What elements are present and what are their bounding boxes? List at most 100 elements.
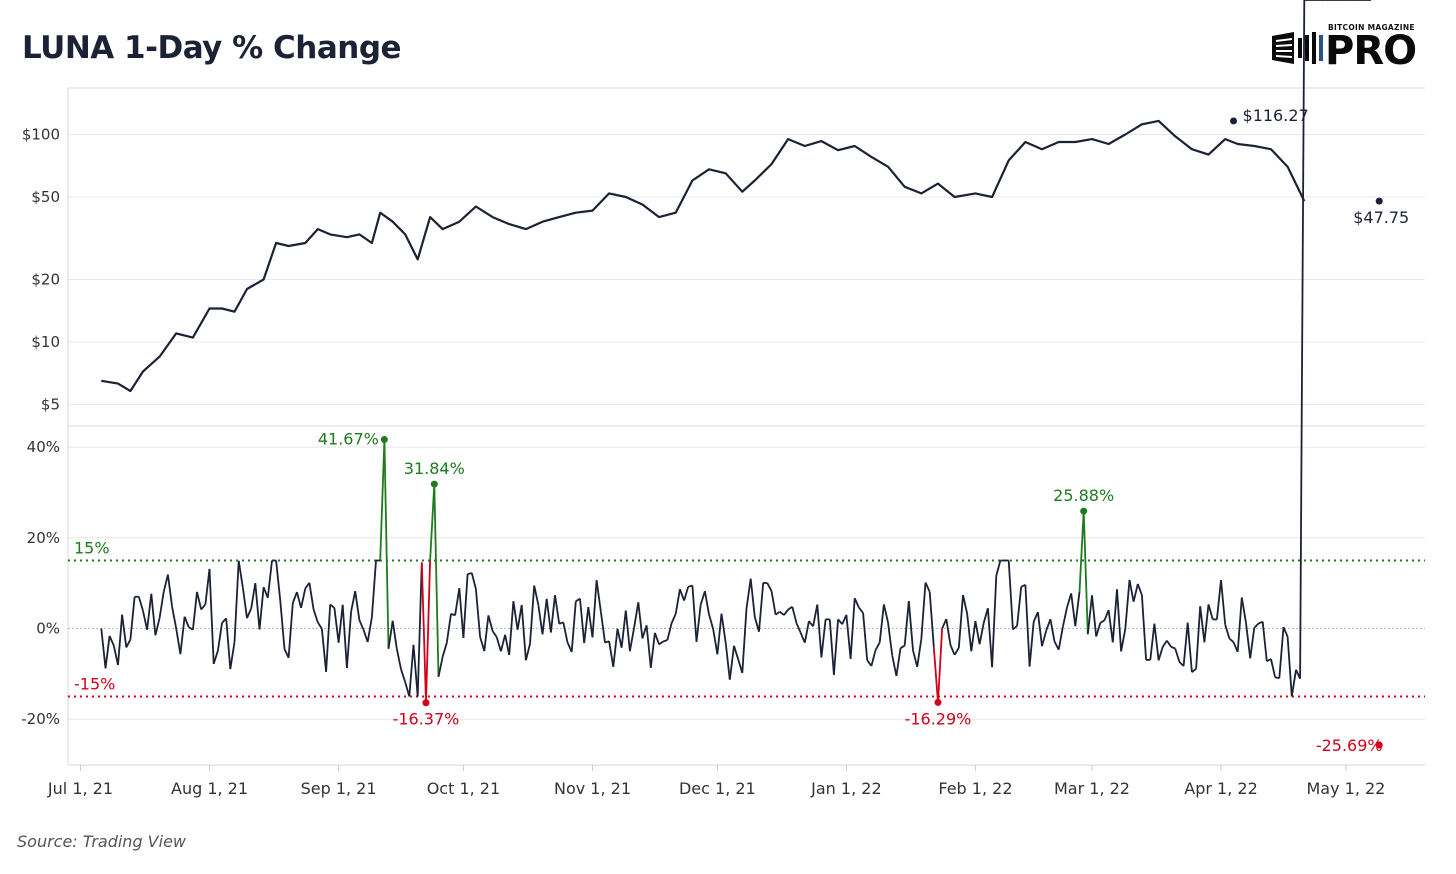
pct-series-segment <box>724 642 731 680</box>
pct-series-segment <box>1053 641 1060 651</box>
pct-series-segment <box>828 619 835 675</box>
pct-series-segment <box>883 604 889 623</box>
pct-series-segment <box>1037 611 1043 647</box>
pct-series-segment <box>1270 658 1276 678</box>
pct-series-segment <box>624 610 631 652</box>
pct-series-segment <box>312 609 319 623</box>
pct-series-segment <box>1016 586 1023 626</box>
pct-series-segment <box>266 560 273 598</box>
pct-series-segment <box>296 591 302 609</box>
pct-series-segment <box>1082 511 1089 635</box>
pct-series-segment <box>1024 584 1031 667</box>
pct-series-segment <box>400 668 407 683</box>
pct-extreme-marker <box>1080 507 1088 515</box>
pct-series-segment <box>1195 606 1202 669</box>
pct-series-segment <box>712 629 719 655</box>
pct-series-segment <box>645 625 652 668</box>
pct-series-segment <box>495 636 502 652</box>
pct-series-segment <box>900 644 906 650</box>
pct-series-segment <box>346 611 352 669</box>
pct-series-segment <box>550 595 556 633</box>
pct-series-segment <box>770 590 777 615</box>
pct-series-segment <box>125 639 132 648</box>
pct-series-segment <box>529 585 536 644</box>
pct-series-segment <box>171 606 178 629</box>
pct-series-segment <box>570 601 577 652</box>
pct-series-segment <box>1141 595 1147 661</box>
pct-series-segment <box>212 650 219 665</box>
pct-extreme-marker <box>1375 741 1383 749</box>
price-series-line <box>101 119 1306 393</box>
pct-series-segment <box>870 649 877 667</box>
pct-series-segment <box>978 622 985 645</box>
pct-series-segment <box>183 616 190 628</box>
pct-series-segment <box>803 621 810 643</box>
price-tick-label: $5 <box>41 395 60 413</box>
pct-tick-label: 40% <box>27 438 60 456</box>
pct-extreme-marker <box>380 435 388 443</box>
pct-series-segment <box>504 634 511 656</box>
pct-series-segment <box>117 614 123 666</box>
pct-extreme-label: 25.88% <box>1053 486 1114 505</box>
price-tick-label: $100 <box>22 126 60 144</box>
pct-series-segment <box>366 616 373 643</box>
pct-series-segment <box>491 630 498 638</box>
pct-series-segment <box>924 582 931 593</box>
pct-series-segment <box>350 590 357 612</box>
pct-series-segment <box>1249 627 1256 659</box>
pct-series-segment <box>395 648 402 670</box>
source-note: Source: Trading View <box>17 832 186 851</box>
pct-series-segment <box>928 591 935 648</box>
pct-series-segment <box>146 593 153 630</box>
pct-series-segment <box>953 647 960 656</box>
pct-series-segment <box>962 594 968 614</box>
pct-series-segment <box>204 568 211 605</box>
pct-series-segment <box>420 562 427 703</box>
pct-series-segment <box>100 628 107 669</box>
pct-series-segment <box>1086 595 1093 635</box>
pct-series-segment <box>1078 511 1085 592</box>
pct-series-segment <box>425 560 431 703</box>
pct-series-segment <box>799 632 806 644</box>
pct-series-segment <box>112 645 119 666</box>
x-tick-label: Aug 1, 21 <box>171 779 248 798</box>
pct-series-segment <box>708 614 715 630</box>
pct-change-panel: -20% 0% 20% 40% 15% -15% 41.67% 31.84% -16.37% -1… <box>21 0 1425 755</box>
x-tick-label: Sep 1, 21 <box>301 779 377 798</box>
pct-series-segment <box>1070 593 1077 627</box>
pct-series-segment <box>1240 597 1247 623</box>
pct-series-segment <box>903 600 910 646</box>
pct-series-segment <box>487 615 494 632</box>
pct-series-segment <box>608 641 615 667</box>
pct-series-segment <box>654 632 660 645</box>
pct-series-segment <box>945 618 952 646</box>
pct-series-segment <box>741 608 748 674</box>
pct-series-segment <box>279 600 286 650</box>
pct-series-segment <box>1253 622 1260 629</box>
pct-series-segment <box>816 604 823 658</box>
pct-series-segment <box>1203 604 1210 643</box>
pct-series-segment <box>229 642 236 670</box>
pct-series-segment <box>1057 626 1064 650</box>
pct-series-segment <box>387 620 394 649</box>
pct-series-segment <box>1220 580 1227 625</box>
price-high-label: $116.27 <box>1243 106 1309 125</box>
pct-series-segment <box>1111 589 1118 643</box>
pct-series-segment <box>408 644 415 697</box>
pct-series-segment <box>1216 580 1222 620</box>
pct-series-segment <box>1299 0 1306 679</box>
pct-series-segment <box>483 615 490 652</box>
pct-series-segment <box>662 639 668 643</box>
pct-extreme-marker <box>934 698 942 706</box>
pct-series-segment <box>932 646 939 703</box>
pct-series-segment <box>1091 595 1098 637</box>
pct-series-segment <box>462 574 469 639</box>
pct-series-segment <box>321 628 327 672</box>
pct-series-segment <box>445 613 452 643</box>
pct-series-segment <box>874 641 881 651</box>
pct-series-segment <box>599 611 606 643</box>
pct-series-segment <box>258 587 265 630</box>
pct-series-segment <box>371 560 377 618</box>
pct-series-segment <box>241 587 248 619</box>
